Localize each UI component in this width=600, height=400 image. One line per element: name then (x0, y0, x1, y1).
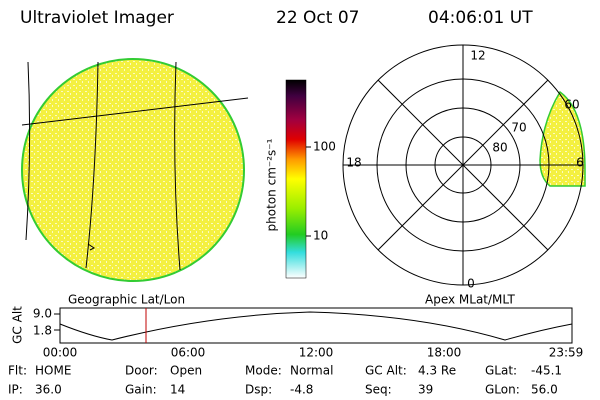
field-label: Mode: (245, 364, 282, 378)
time-label: 00:00 (43, 346, 78, 360)
field-label: IP: (8, 383, 23, 397)
field-value: HOME (35, 364, 71, 378)
time-ticks: 00:00 06:00 12:00 18:00 23:59 (43, 346, 584, 360)
lat-label: 80 (492, 141, 507, 155)
polar-plot (342, 44, 586, 286)
colorbar (285, 79, 311, 279)
field-label: Door: (125, 364, 158, 378)
field-value: 14 (170, 383, 185, 397)
field-label: Seq: (365, 383, 392, 397)
colorbar-label: photon cm⁻²s⁻¹ (265, 138, 279, 231)
field-value: 39 (418, 383, 433, 397)
field-value: 56.0 (531, 383, 558, 397)
field-label: Gain: (125, 383, 157, 397)
field-value: -4.8 (290, 383, 313, 397)
colorbar-tick: 10 (313, 229, 328, 243)
altitude-plot (54, 307, 573, 344)
time-label: 12:00 (299, 346, 334, 360)
footer: Flt: HOME Door: Open Mode: Normal GC Alt: 4.3 R… (8, 364, 562, 397)
time-label: 23:59 (549, 346, 584, 360)
date: 22 Oct 07 (276, 8, 359, 28)
panel-label: Geographic Lat/Lon (68, 293, 185, 307)
field-value: Open (170, 364, 202, 378)
field-value: -45.1 (531, 364, 562, 378)
title: Ultraviolet Imager (20, 8, 174, 28)
field-label: GC Alt: (365, 364, 407, 378)
colorbar-tick: 100 (313, 140, 336, 154)
time-label: 18:00 (427, 346, 462, 360)
time: 04:06:01 UT (428, 8, 533, 28)
lat-label: 60 (564, 98, 579, 112)
field-label: Flt: (8, 364, 27, 378)
field-value: 36.0 (35, 383, 62, 397)
field-value: 4.3 Re (418, 364, 456, 378)
geo-image (21, 58, 249, 282)
field-label: GLat: (485, 364, 517, 378)
lat-label: 70 (511, 121, 526, 135)
field-value: Normal (290, 364, 333, 378)
alt-tick: 9.0 (33, 307, 52, 321)
alt-tick: 1.8 (33, 324, 52, 338)
hour-label: 6 (576, 156, 584, 170)
field-label: GLon: (485, 383, 520, 397)
hour-label: 0 (467, 277, 475, 291)
time-label: 06:00 (171, 346, 206, 360)
hour-label: 18 (346, 156, 361, 170)
alt-axis-label: GC Alt (11, 306, 25, 344)
panel-label: Apex MLat/MLT (425, 293, 515, 307)
hour-label: 12 (470, 49, 485, 63)
field-label: Dsp: (245, 383, 272, 397)
